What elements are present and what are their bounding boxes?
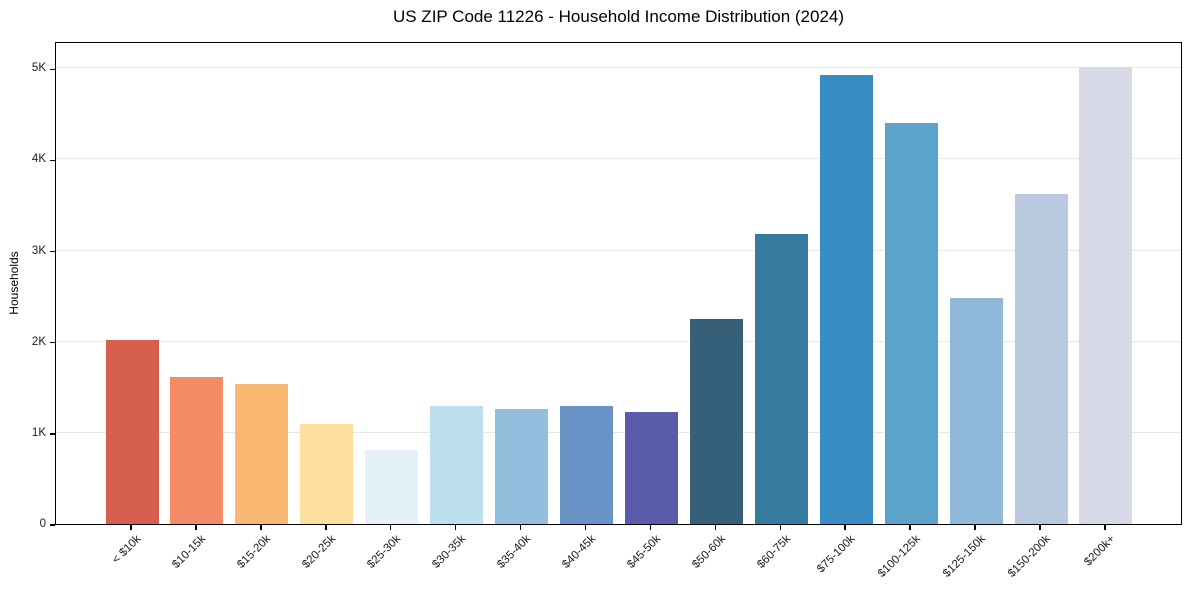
x-tick-mark: [260, 525, 262, 530]
bar: [1014, 194, 1068, 524]
x-tick-label-text: $25-30k: [365, 533, 404, 571]
y-tick-label: 0: [39, 518, 46, 530]
y-tick-label: 1K: [31, 426, 46, 439]
y-tick-mark: [50, 524, 55, 526]
y-tick-mark: [50, 68, 55, 71]
gridline: [56, 158, 1181, 160]
x-tick-label-text: $125-150k: [940, 533, 988, 580]
y-axis-label: Households: [7, 251, 21, 315]
x-tick-label-text: $200k+: [1082, 533, 1118, 569]
gridline: [56, 67, 1181, 69]
bar: [365, 450, 419, 524]
x-tick-label-text: $40-45k: [560, 533, 598, 571]
bar: [430, 406, 484, 524]
x-tick-label-text: $30-35k: [430, 533, 469, 571]
bar: [170, 377, 224, 524]
y-tick-mark: [50, 250, 55, 253]
x-tick-mark: [325, 525, 327, 530]
x-tick-label-text: $75-100k: [815, 533, 858, 576]
bar: [754, 234, 808, 524]
gridline: [56, 340, 1181, 342]
y-tick-label: 4K: [31, 153, 46, 166]
x-tick-label-text: $150-200k: [1005, 533, 1053, 580]
gridline: [56, 431, 1181, 433]
bar: [624, 411, 678, 524]
x-tick-label-text: $45-50k: [625, 533, 663, 571]
x-tick-mark: [909, 525, 911, 530]
x-tick-mark: [584, 525, 587, 530]
x-tick-label-text: $10-15k: [170, 533, 209, 571]
x-tick-mark: [649, 525, 652, 530]
x-tick-mark: [130, 525, 132, 530]
x-tick-mark: [454, 525, 457, 530]
bar: [1079, 66, 1133, 524]
x-tick-mark: [714, 525, 717, 530]
bar: [495, 409, 549, 524]
x-tick-label-text: $100-125k: [875, 533, 923, 580]
x-tick-mark: [195, 525, 197, 530]
x-tick-mark: [779, 525, 782, 530]
y-tick-label: 2K: [31, 335, 46, 348]
bar: [689, 318, 743, 524]
x-tick-mark: [1104, 525, 1106, 530]
bar: [884, 123, 938, 524]
y-tick-mark: [50, 433, 55, 435]
gridline: [56, 249, 1181, 251]
y-tick-mark: [50, 159, 55, 162]
x-tick-label-text: $60-75k: [754, 533, 793, 571]
x-tick-mark: [1039, 525, 1041, 530]
x-tick-mark: [519, 525, 522, 530]
y-tick-label: 3K: [31, 244, 46, 257]
y-tick-label: 5K: [31, 62, 46, 75]
x-tick-label-text: $35-40k: [495, 533, 534, 571]
x-tick-label-text: $20-25k: [300, 533, 339, 571]
x-tick-mark: [974, 525, 976, 530]
x-tick-mark: [844, 525, 846, 530]
y-tick-mark: [50, 341, 55, 344]
chart-title: US ZIP Code 11226 - Household Income Dis…: [392, 7, 845, 26]
bar: [235, 383, 289, 524]
bar: [819, 74, 873, 524]
bar: [949, 298, 1003, 524]
bar: [300, 423, 354, 524]
bar: [105, 339, 159, 524]
bar: [560, 405, 613, 524]
plot-area: [55, 42, 1182, 525]
x-tick-label-text: $15-20k: [235, 533, 274, 571]
x-tick-mark: [389, 525, 392, 530]
x-tick-label-text: < $10k: [110, 533, 144, 567]
x-tick-label-text: $50-60k: [689, 533, 728, 571]
